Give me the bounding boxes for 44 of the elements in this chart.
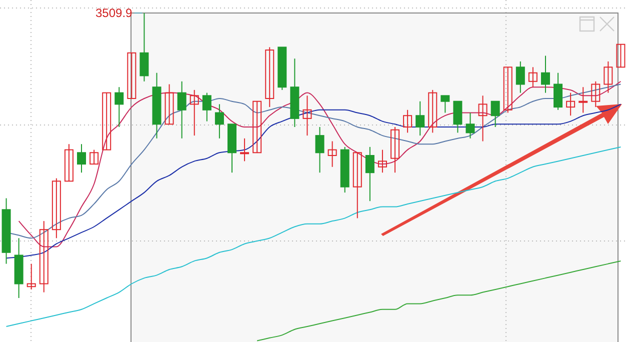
candlestick bbox=[214, 104, 224, 139]
candlestick bbox=[365, 146, 374, 202]
candlestick bbox=[390, 126, 400, 174]
candlestick bbox=[403, 109, 412, 134]
candlestick bbox=[428, 89, 438, 134]
candlestick bbox=[453, 100, 462, 134]
candlestick bbox=[114, 86, 124, 128]
candlestick bbox=[416, 100, 425, 136]
candlestick bbox=[578, 86, 588, 114]
candlestick bbox=[503, 66, 512, 114]
candlestick bbox=[26, 263, 36, 290]
candlestick bbox=[77, 144, 86, 174]
candlestick bbox=[516, 60, 525, 94]
candlestick bbox=[591, 80, 600, 108]
candlestick bbox=[64, 144, 74, 182]
candlestick bbox=[190, 89, 199, 136]
candlestick bbox=[566, 92, 576, 116]
candlestick bbox=[540, 55, 550, 94]
candlestick bbox=[90, 149, 99, 165]
candlestick bbox=[328, 140, 337, 168]
candlestick bbox=[604, 60, 613, 94]
candlestick bbox=[240, 138, 250, 162]
candlestick bbox=[554, 72, 563, 110]
candlestick bbox=[352, 152, 362, 219]
candlestick bbox=[478, 95, 488, 142]
candlestick bbox=[440, 95, 450, 114]
candlestick bbox=[102, 92, 112, 150]
candlestick bbox=[202, 92, 212, 122]
candlestick bbox=[378, 149, 387, 174]
candlestick bbox=[39, 220, 48, 293]
candlestick bbox=[528, 66, 538, 88]
candlestick bbox=[52, 178, 61, 239]
candlestick bbox=[127, 52, 136, 99]
candlestick bbox=[252, 100, 262, 154]
candlestick bbox=[265, 46, 274, 108]
annotation: 3509.9 bbox=[96, 6, 133, 20]
candlestick bbox=[616, 44, 626, 68]
candlestick bbox=[490, 100, 500, 128]
candlestick bbox=[315, 126, 324, 174]
candlestick bbox=[164, 84, 174, 125]
candlestick bbox=[302, 95, 312, 136]
candlestick bbox=[177, 80, 186, 139]
candlestick bbox=[140, 12, 149, 82]
candlestick bbox=[466, 112, 475, 139]
